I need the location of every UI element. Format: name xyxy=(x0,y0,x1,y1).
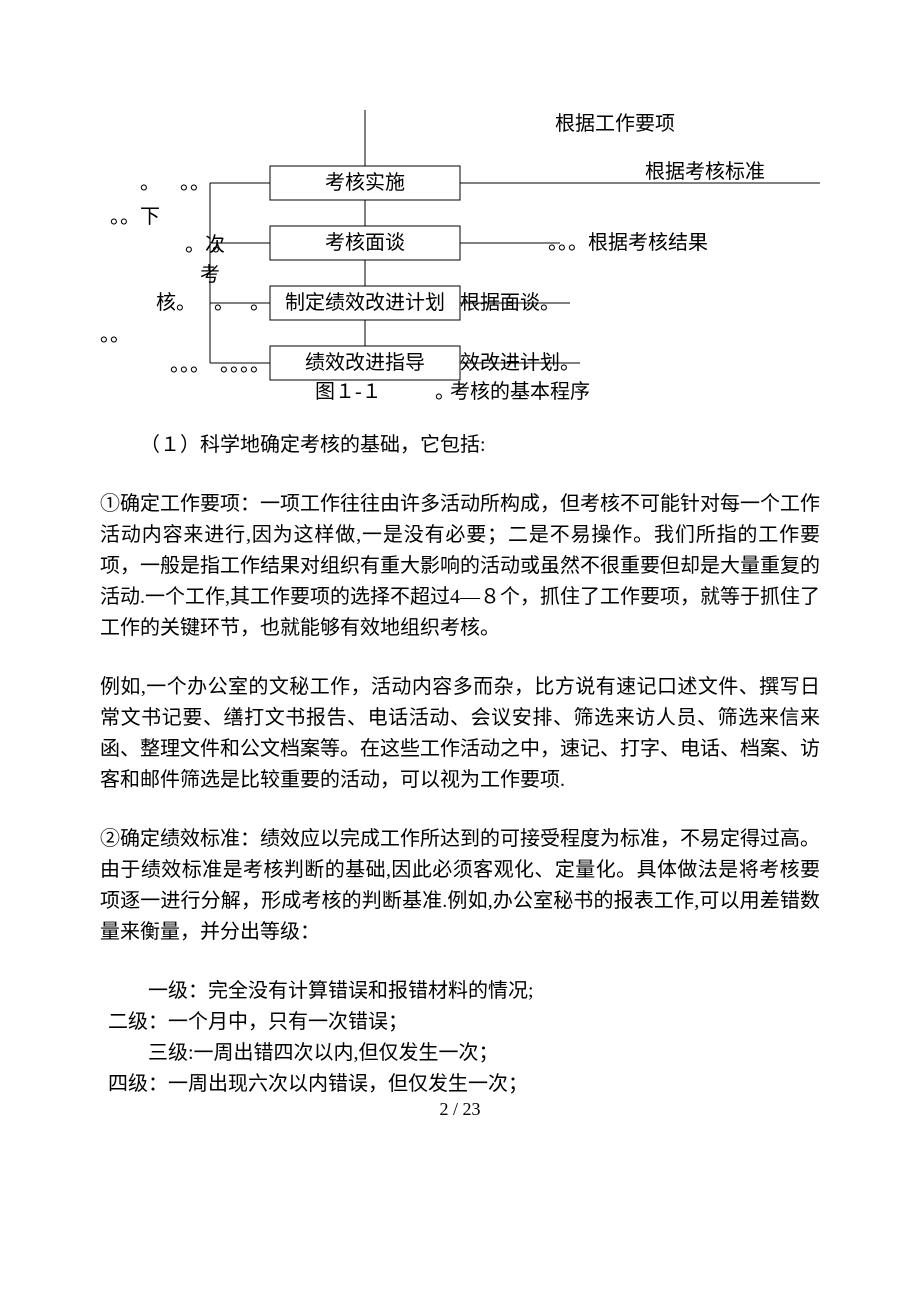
node-4-label: 绩效改进指导 xyxy=(305,351,425,374)
node-1-label: 考核实施 xyxy=(325,171,405,194)
frag-11: 。 xyxy=(212,228,232,257)
level-2: 二级：一个月中，只有一次错误； xyxy=(100,1007,820,1038)
node-2-right: 。。。根据考核结果 xyxy=(548,231,708,254)
level-4: 四级：一周出现六次以内错误，但仅发生一次； xyxy=(100,1069,820,1100)
level-3: 三级:一周出错四次以内,但仅发生一次； xyxy=(100,1038,820,1069)
node-1-right: 根据考核标准 xyxy=(645,160,765,183)
top-annotation: 根据工作要项 xyxy=(555,112,675,135)
node-3-right: 根据面谈。 xyxy=(460,291,560,314)
frag-4: 考 xyxy=(200,258,220,287)
flowchart-diagram: 根据工作要项 考核实施 根据考核标准 考核面谈 。。。根据考核结果 制定绩效改进… xyxy=(100,110,820,400)
frag-9: 。。。 xyxy=(170,348,210,377)
frag-5: 核。 xyxy=(156,286,196,315)
frag-2: 。。下 xyxy=(110,200,160,229)
paragraph-3: ②确定绩效标准：绩效应以完成工作所达到的可接受程度为标准，不易定得过高。由于绩效… xyxy=(100,824,820,948)
node-2-label: 考核面谈 xyxy=(325,231,405,254)
section-intro: （１）科学地确定考核的基础，它包括: xyxy=(100,430,820,461)
page-number: 2 / 23 xyxy=(0,1099,920,1120)
frag-8: 。 xyxy=(250,286,270,315)
caption-right: 考核的基本程序 xyxy=(450,380,590,400)
document-page: 根据工作要项 考核实施 根据考核标准 考核面谈 。。。根据考核结果 制定绩效改进… xyxy=(0,0,920,1160)
level-1: 一级：完全没有计算错误和报错材料的情况; xyxy=(100,976,820,1007)
frag-0: 。 xyxy=(140,166,160,195)
frag-7: 。 xyxy=(214,286,234,315)
paragraph-2: 例如,一个办公室的文秘工作，活动内容多而杂，比方说有速记口述文件、撰写日常文书记… xyxy=(100,672,820,796)
node-4-right: 效改进计划。 xyxy=(460,351,580,374)
frag-6: 。。 xyxy=(100,318,130,347)
frag-10: 。。。。 xyxy=(220,348,270,377)
paragraph-1: ①确定工作要项：一项工作往往由许多活动所构成，但考核不可能针对每一个工作活动内容… xyxy=(100,489,820,644)
node-3-label: 制定绩效改进计划 xyxy=(285,291,445,314)
caption-left: 图１-１ xyxy=(315,381,382,400)
frag-1: 。。 xyxy=(180,166,210,195)
